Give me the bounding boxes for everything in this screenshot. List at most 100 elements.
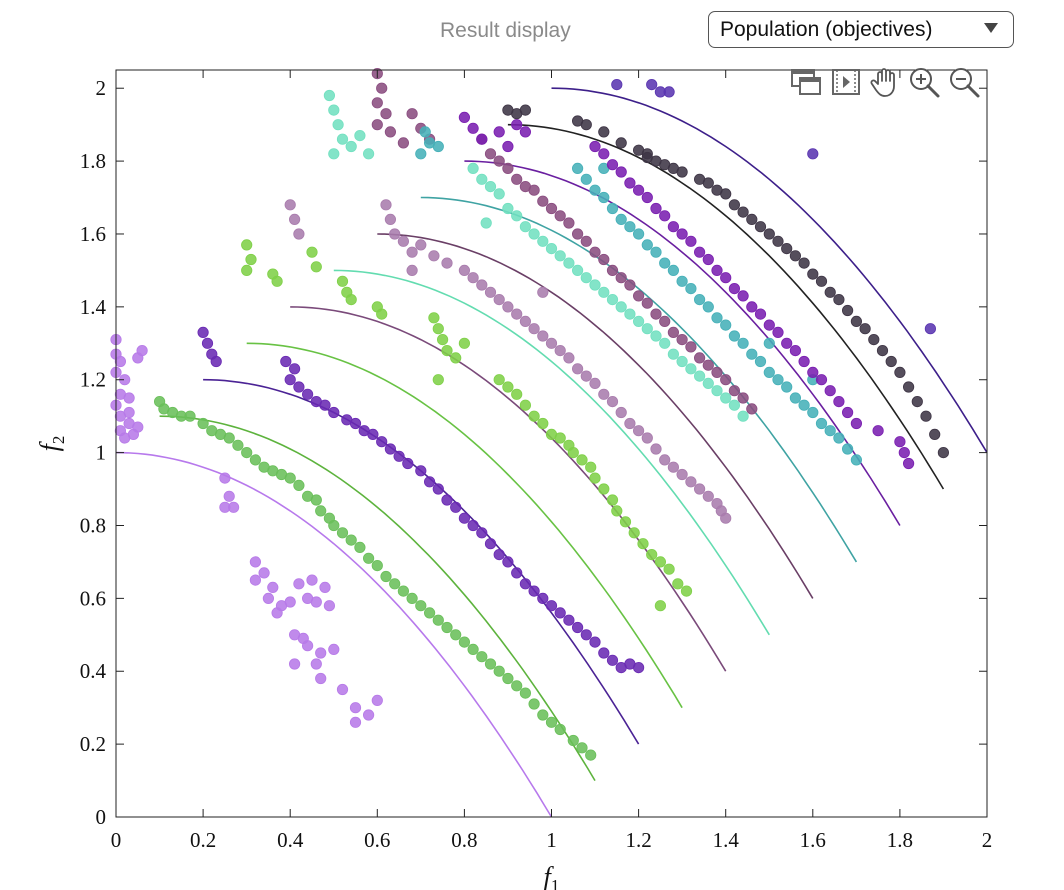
- pop-8-point-11: [624, 221, 636, 233]
- pop-6-point-5: [328, 148, 340, 160]
- pop-5-point-28: [598, 388, 610, 400]
- pop-4-point-3: [241, 264, 253, 276]
- data-tips-icon[interactable]: [828, 64, 864, 100]
- pop-1-point-15: [123, 406, 135, 419]
- pop-3-point-27: [467, 519, 479, 532]
- x-tick-label-10: 2: [982, 828, 993, 852]
- pop-2-point-26: [362, 552, 375, 564]
- pop-8-point-33: [815, 417, 828, 430]
- pop-4-point-38: [637, 538, 649, 550]
- pop-6-point-33: [676, 355, 688, 368]
- pop-8-point-18: [685, 282, 697, 295]
- pop-4-point-20: [493, 374, 505, 386]
- pop-2-point-19: [310, 494, 322, 506]
- zoom-out-icon[interactable]: [946, 64, 982, 100]
- pop-8-point-1: [419, 126, 431, 138]
- pop-6-point-9: [467, 162, 479, 174]
- pop-3-point-9: [301, 388, 314, 400]
- pop-2-point-25: [354, 541, 366, 554]
- pop-8-point-32: [807, 406, 819, 419]
- pop-9-point-24: [728, 282, 741, 295]
- pop-10-point-41: [929, 428, 941, 440]
- pop-7-point-37: [702, 359, 714, 371]
- pop-5-point-7: [397, 235, 409, 247]
- pop-10-point-42: [937, 446, 950, 459]
- pop-9-point-15: [650, 202, 662, 215]
- pop-8-point-29: [781, 381, 793, 393]
- pop-4-point-16: [441, 344, 453, 357]
- pop-3-point-30: [493, 548, 505, 561]
- pop-11-point-6: [924, 323, 937, 335]
- pop-6-point-31: [659, 337, 671, 349]
- pop-7-point-23: [580, 235, 592, 247]
- pop-4-point-10: [345, 293, 357, 306]
- pop-9-point-10: [606, 159, 619, 171]
- pop-2-point-28: [380, 570, 392, 583]
- pop-8-point-23: [728, 330, 741, 342]
- pop-4-point-21: [502, 381, 514, 393]
- pop-3-point-16: [367, 428, 379, 440]
- pop-4-point-14: [432, 323, 444, 335]
- pop-5-point-8: [406, 246, 418, 258]
- pop-10-point-20: [746, 213, 758, 225]
- pop-5-point-40: [702, 490, 714, 502]
- pop-6-point-18: [545, 243, 558, 255]
- pop-8-point-30: [789, 392, 802, 404]
- pop-1-point-46: [349, 716, 362, 728]
- pop-1-point-30: [306, 574, 318, 586]
- pop-1-point-42: [315, 672, 327, 685]
- pop-7-point-22: [571, 228, 584, 240]
- x-axis-label-subscript: 1: [551, 876, 560, 890]
- pop-3-point-7: [284, 374, 296, 386]
- pop-8-point-8: [598, 191, 610, 204]
- y-tick-label-8: 1.6: [80, 222, 106, 246]
- pop-1-point-17: [136, 344, 148, 357]
- pop-3-point-19: [393, 450, 405, 462]
- pop-9-point-30: [781, 337, 793, 349]
- pop-5-point-3: [293, 228, 305, 240]
- pop-5-point-14: [476, 279, 488, 291]
- pop-9-point-9: [598, 148, 610, 160]
- pop-6-point-11: [484, 181, 497, 193]
- pop-3-point-23: [432, 483, 444, 495]
- pop-8-point-15: [659, 257, 671, 269]
- pop-10-point-43: [641, 151, 653, 164]
- pop-3-point-37: [554, 607, 566, 619]
- pop-8-point-9: [606, 202, 619, 215]
- pop-6-point-21: [571, 264, 584, 276]
- pop-7-point-27: [615, 272, 627, 284]
- pop-2-point-47: [545, 716, 558, 728]
- restore-view-icon[interactable]: [788, 64, 824, 100]
- pop-8-point-14: [650, 246, 662, 258]
- pop-6-point-4: [336, 133, 349, 145]
- pop-11-point-5: [807, 148, 819, 160]
- pop-8-point-12: [632, 228, 645, 240]
- pop-8-point-34: [824, 425, 836, 437]
- pop-7-point-21: [563, 217, 575, 229]
- pop-10-point-23: [772, 235, 784, 247]
- pop-10-point-34: [868, 333, 880, 346]
- pop-9-point-4: [493, 126, 505, 138]
- pop-9-point-25: [737, 290, 749, 302]
- pop-5-point-39: [693, 483, 706, 495]
- result-display-select[interactable]: Population (objectives): [708, 11, 1014, 48]
- pop-2-point-45: [528, 698, 540, 710]
- pop-7-point-18: [537, 195, 549, 207]
- pop-7-point-3: [371, 97, 383, 109]
- pop-10-point-36: [885, 355, 897, 368]
- y-tick-label-2: 0.4: [80, 659, 107, 683]
- pop-4-point-22: [511, 388, 523, 400]
- pop-6-point-35: [693, 370, 706, 382]
- pop-9-point-1: [458, 111, 470, 124]
- pop-3-point-26: [458, 512, 470, 524]
- pop-4-point-25: [537, 417, 549, 430]
- pop-5-point-4: [380, 199, 392, 211]
- pan-hand-icon[interactable]: [868, 64, 904, 100]
- pop-3-point-36: [545, 600, 558, 612]
- pop-6-point-16: [528, 228, 540, 240]
- zoom-in-icon[interactable]: [906, 64, 942, 100]
- pop-3-point-2: [201, 337, 214, 349]
- y-tick-label-4: 0.8: [80, 513, 106, 537]
- front-curve-6: [333, 269, 770, 636]
- pop-5-point-10: [428, 250, 440, 262]
